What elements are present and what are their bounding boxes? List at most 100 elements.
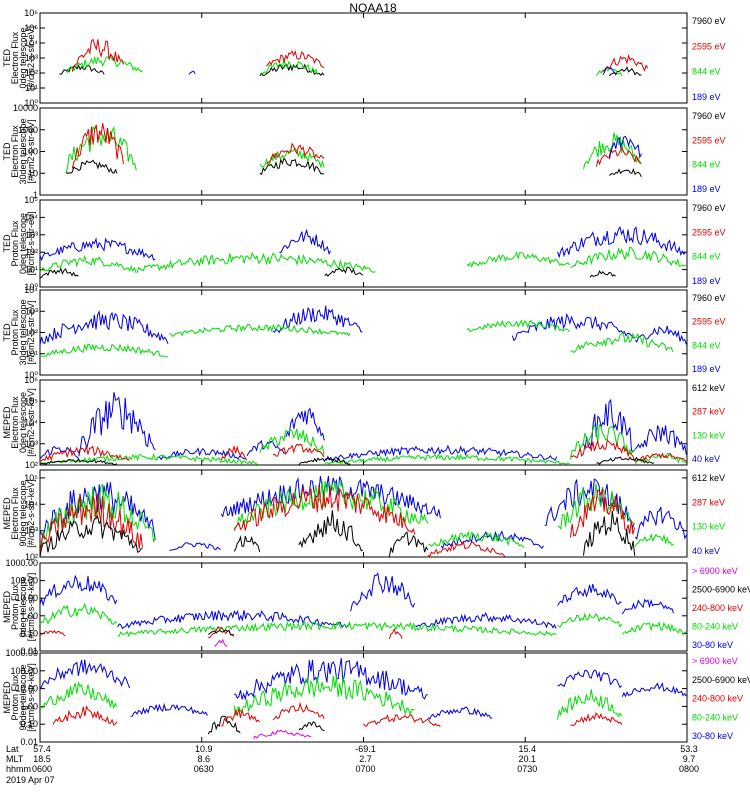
series-trace (39, 659, 131, 690)
series-trace (388, 531, 429, 557)
footer-tick-hhmm: 0600 (32, 764, 52, 774)
y-tick-label: 10.00 (15, 684, 38, 694)
y-tick-label: 0.01 (20, 646, 38, 656)
series-blue (39, 225, 686, 262)
legend-entry: 80-240 keV (692, 622, 738, 632)
y-tick-label: 10² (25, 247, 38, 257)
y-axis-label: [#/cm2-s-str-keV] (26, 388, 36, 457)
y-axis-label: 30deg telescope (18, 118, 28, 184)
series-trace (39, 493, 143, 554)
y-axis-label: 0deg telescope (18, 213, 28, 274)
series-trace (595, 146, 642, 167)
legend-entry: 189 eV (692, 92, 721, 102)
legend-entry: 844 eV (692, 340, 721, 350)
series-trace (136, 251, 376, 273)
footer-tick-mlt: 2.7 (359, 754, 372, 764)
series-trace (298, 456, 351, 466)
panel-frame (39, 107, 688, 196)
series-trace (65, 125, 137, 173)
series-trace (214, 638, 228, 648)
series-trace (259, 63, 325, 77)
series-trace (583, 510, 636, 556)
y-tick-label: 10³ (25, 526, 38, 536)
series-blue (188, 67, 617, 76)
y-tick-label: 10² (25, 68, 38, 78)
series-blue (39, 658, 687, 720)
series-trace (221, 708, 260, 727)
legend-entry: 30-80 keV (692, 731, 733, 741)
series-trace (65, 54, 144, 74)
series-trace (39, 574, 118, 607)
y-axis-label: 90deg telescope (18, 480, 28, 546)
series-trace (298, 721, 325, 732)
series-trace (324, 266, 364, 277)
legend-entry: 844 eV (692, 67, 721, 77)
footer-row-label: MLT (6, 754, 24, 764)
y-axis-label: MEPED (2, 591, 12, 624)
y-tick-label: 10² (25, 460, 38, 470)
y-axis-label: 90deg telescope (18, 664, 28, 730)
footer-tick-mlt: 20.1 (518, 754, 536, 764)
series-trace (428, 530, 525, 549)
y-tick-label: 10³ (25, 439, 38, 449)
series-trace (557, 583, 622, 606)
series-black (207, 629, 234, 636)
footer-tick-mlt: 9.7 (683, 754, 696, 764)
footer-tick-lat: 57.4 (33, 744, 51, 754)
series-trace (59, 64, 105, 75)
series-trace (272, 443, 325, 458)
series-trace (117, 609, 350, 630)
legend-entry: 2595 eV (692, 135, 726, 145)
legend-entry: 130 keV (692, 522, 725, 532)
footer-tick-lat: 10.9 (195, 744, 213, 754)
series-trace (634, 425, 687, 455)
series-trace (169, 323, 351, 337)
y-axis-label: 0deg telescope (18, 392, 28, 453)
y-axis-label: [#/cm2-s-str-eV] (26, 26, 36, 90)
legend-entry: 40 keV (692, 546, 720, 556)
footer-tick-hhmm: 0630 (194, 764, 214, 774)
panel-frame (39, 379, 688, 466)
footer-tick-hhmm: 0730 (517, 764, 537, 774)
footer-tick-mlt: 8.6 (197, 754, 210, 764)
series-trace (570, 488, 635, 538)
panel-frame (39, 199, 688, 288)
y-tick-label: 10³ (25, 230, 38, 240)
series-green (65, 54, 623, 77)
y-axis-label: TED (2, 48, 12, 67)
y-tick-label: 10⁵ (24, 396, 38, 406)
footer-tick-lat: -69.1 (355, 744, 376, 754)
series-trace (78, 392, 156, 457)
footer-tick-hhmm: 0700 (355, 764, 375, 774)
series-trace (259, 57, 319, 75)
series-green (65, 125, 642, 173)
series-trace (634, 452, 687, 465)
series-trace (39, 515, 143, 557)
y-tick-label: 10¹ (25, 265, 38, 275)
y-tick-label: 10⁶ (24, 8, 38, 18)
series-trace (266, 50, 325, 69)
footer-tick-hhmm: 0800 (679, 764, 699, 774)
legend-entry: 844 eV (692, 160, 721, 170)
series-red (52, 701, 623, 728)
series-trace (259, 428, 325, 456)
y-tick-label: 1.00 (20, 701, 38, 711)
y-axis-label: [#/cm2-s-str-eV] (26, 211, 36, 275)
series-trace (39, 457, 118, 466)
y-tick-label: 10⁴ (24, 38, 38, 48)
series-trace (233, 535, 261, 553)
y-tick-label: 10⁶ (24, 375, 38, 385)
y-axis-label: Electron Flux (10, 396, 20, 449)
y-axis-label: TED (2, 142, 12, 161)
y-tick-label: 1000 (18, 125, 38, 135)
y-tick-label: 10⁴ (24, 499, 38, 509)
legend-entry: 240-800 keV (692, 603, 743, 613)
series-trace (602, 67, 617, 76)
legend-entry: > 6900 keV (692, 566, 738, 576)
legend-entry: 7960 eV (692, 293, 726, 303)
y-tick-label: 100 (23, 147, 38, 157)
series-trace (621, 598, 674, 615)
